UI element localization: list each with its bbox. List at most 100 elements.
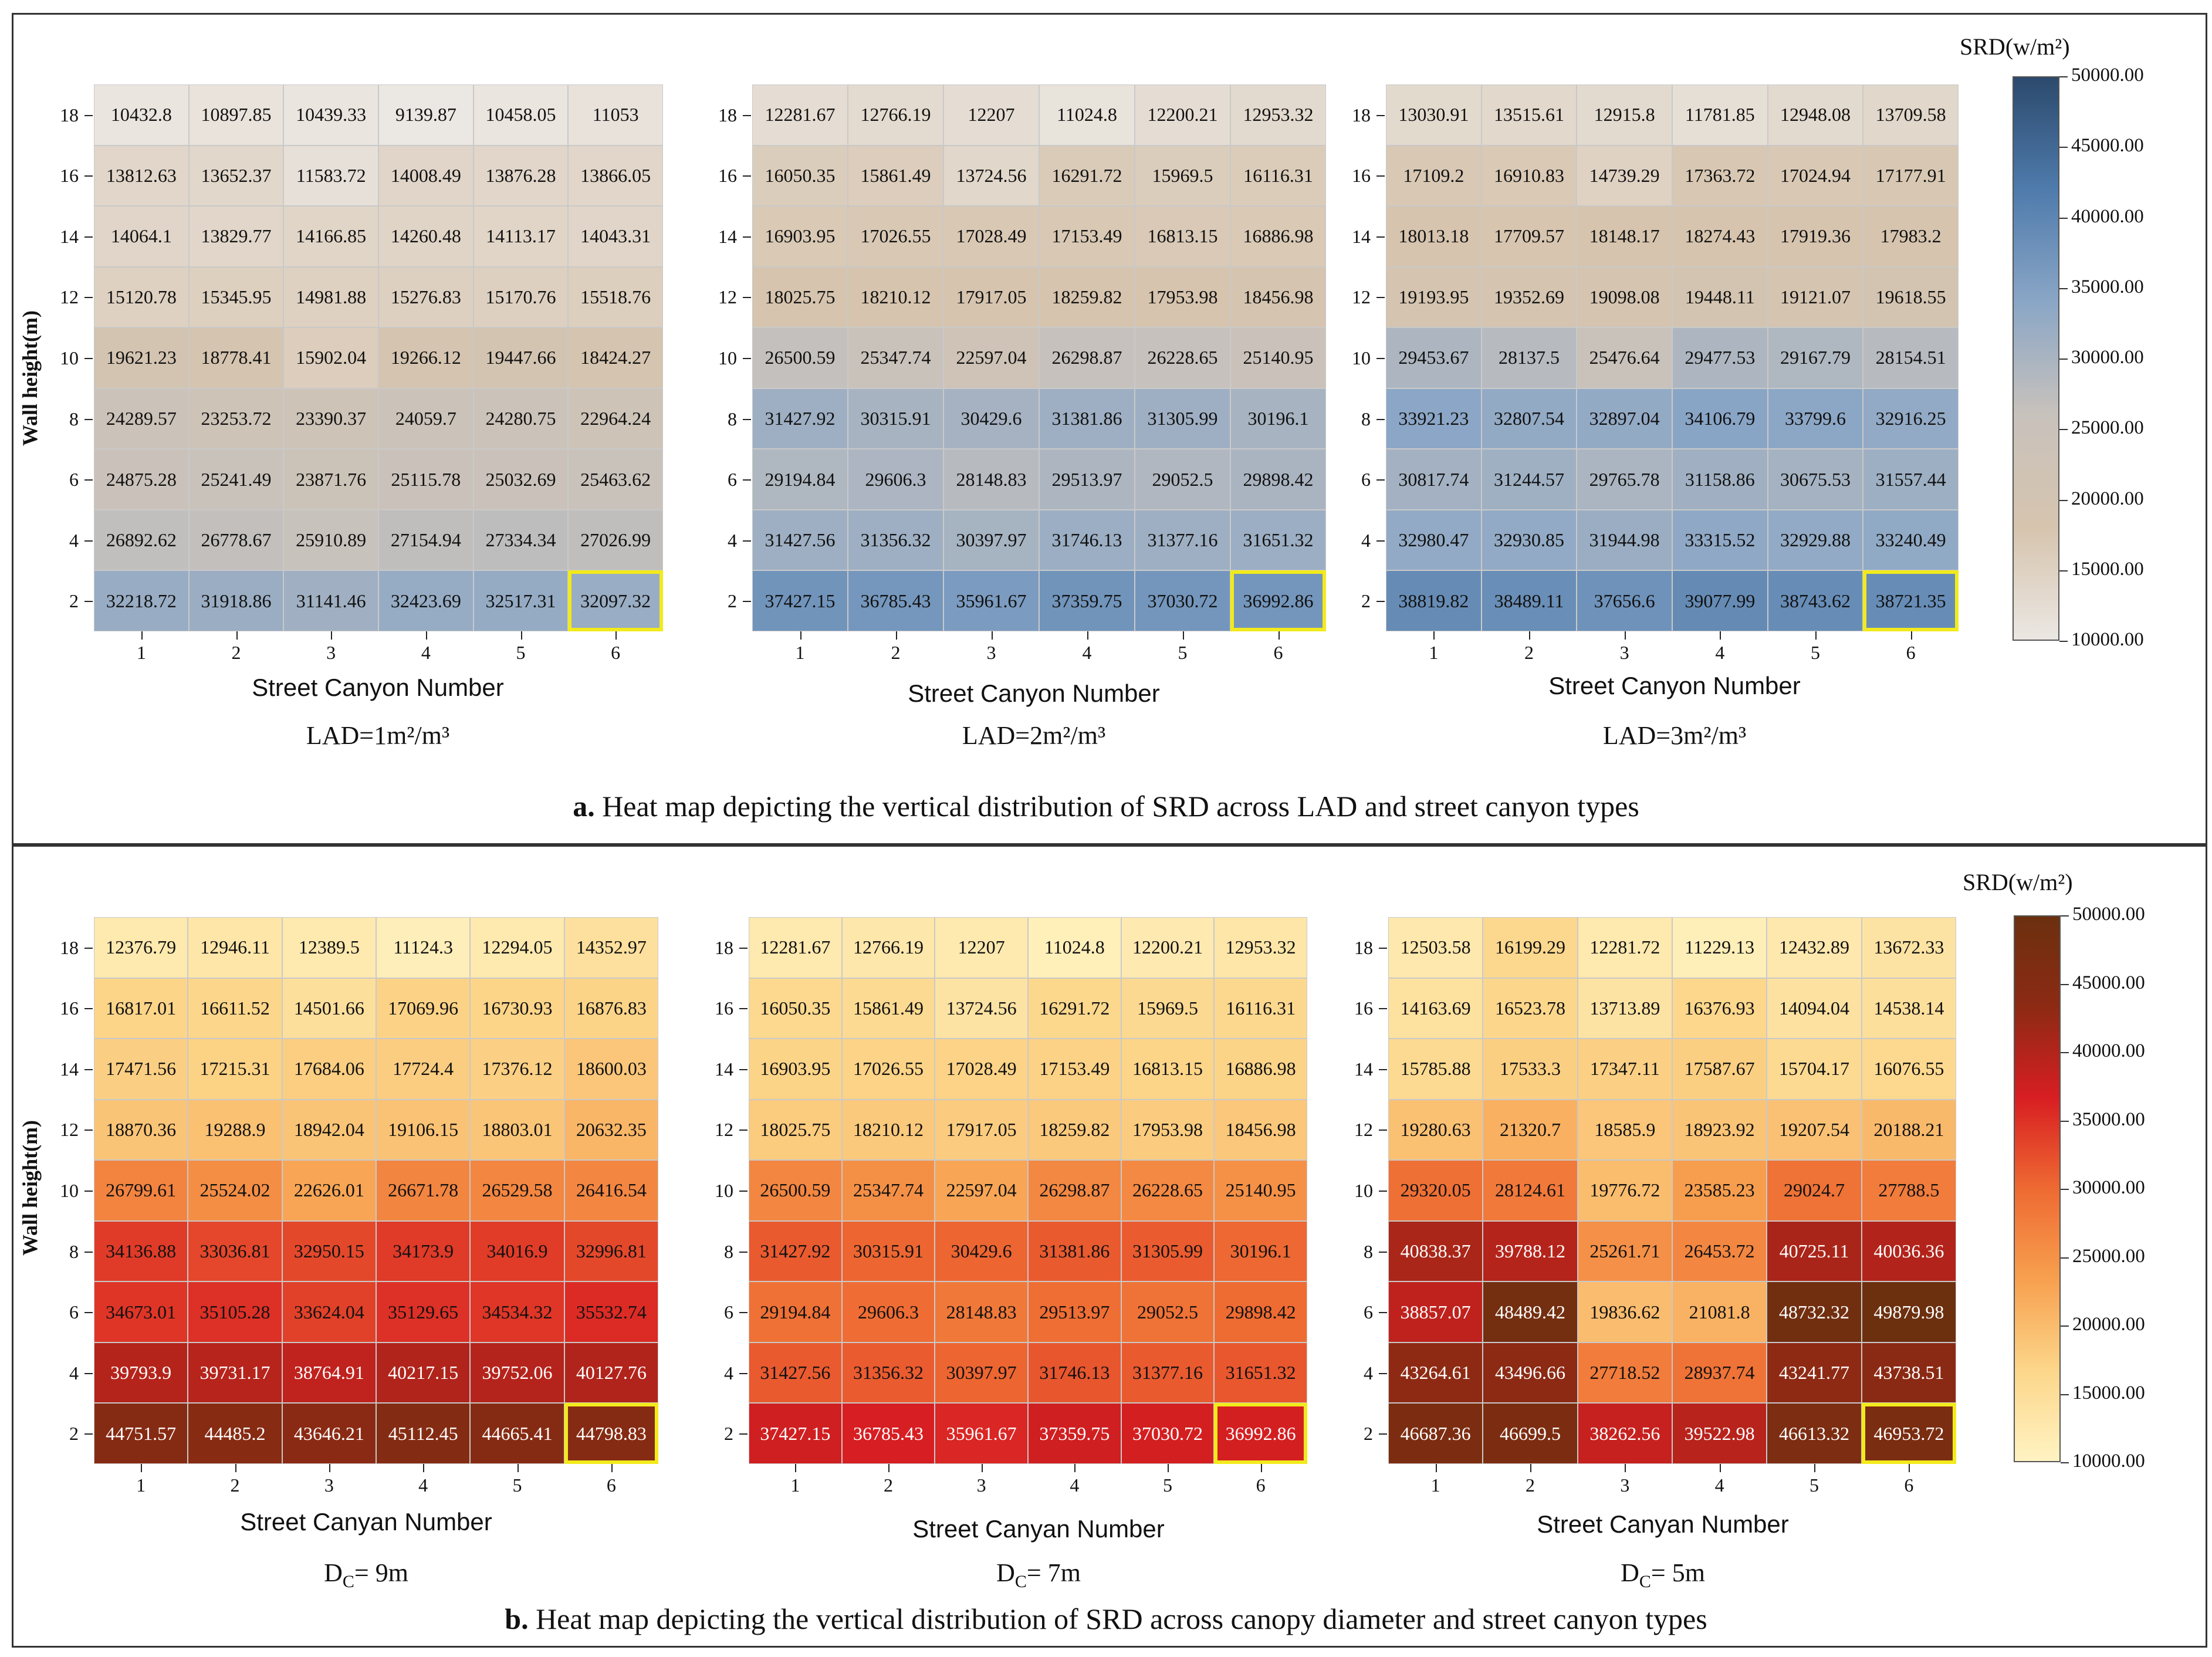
y-tick-mark	[1376, 114, 1385, 116]
heatmap-cell: 24875.28	[94, 449, 189, 510]
heatmap-cell: 12948.08	[1767, 84, 1863, 146]
heatmap-cell: 35105.28	[188, 1281, 282, 1342]
heatmap-cell: 18013.18	[1386, 206, 1482, 267]
heatmap-cell: 39522.98	[1672, 1403, 1767, 1464]
y-tick-label: 4	[1361, 529, 1371, 551]
heatmap-cell: 19280.63	[1388, 1099, 1483, 1161]
y-tick-label: 16	[60, 165, 79, 187]
heatmap-cell: 31305.99	[1121, 1220, 1215, 1282]
x-tick-mark	[1435, 1464, 1437, 1472]
heatmap-cell: 43264.61	[1388, 1342, 1483, 1404]
heatmap-cell: 32930.85	[1481, 509, 1577, 571]
heatmap-cell: 23253.72	[188, 388, 284, 449]
y-tick-mark	[1379, 1372, 1387, 1374]
heatmap-cell: 35961.67	[935, 1403, 1028, 1464]
y-tick-mark	[84, 1433, 93, 1435]
y-tick-mark	[1376, 540, 1385, 542]
x-tick-label: 1	[790, 1475, 800, 1496]
x-tick-mark	[888, 1464, 889, 1472]
heatmap-cell: 36992.86	[1230, 570, 1326, 631]
heatmap-cell: 18456.98	[1230, 266, 1326, 328]
heatmap-cell: 14352.97	[564, 917, 658, 978]
y-tick-mark	[1379, 1191, 1387, 1192]
heatmap-cell: 31356.32	[848, 509, 943, 571]
heatmap-cell: 28148.83	[943, 449, 1039, 510]
heatmap-cell: 49879.98	[1861, 1281, 1956, 1342]
heatmap-cell: 36785.43	[848, 570, 943, 631]
heatmap-cell: 16813.15	[1135, 206, 1230, 267]
heatmap-cell: 17024.94	[1767, 145, 1863, 207]
subplot-b2-caption-rest: = 7m	[1026, 1558, 1081, 1587]
heatmap-cell: 43496.66	[1483, 1342, 1578, 1404]
x-tick-mark	[331, 631, 333, 640]
heatmap-cell: 20632.35	[564, 1099, 658, 1161]
heatmap-cell: 14008.49	[378, 145, 473, 207]
heatmap-cell: 19106.15	[376, 1099, 471, 1161]
heatmap-cell: 16116.31	[1230, 145, 1326, 207]
colorbar-tick-mark	[2059, 76, 2068, 77]
heatmap-cell: 30196.1	[1214, 1220, 1307, 1282]
heatmap-cell: 28937.74	[1672, 1342, 1767, 1404]
y-tick-label: 12	[715, 1119, 733, 1141]
y-tick-mark	[1376, 297, 1385, 299]
y-tick-mark	[84, 1008, 93, 1010]
heatmap-cell: 13724.56	[935, 978, 1028, 1039]
heatmap-cell: 18274.43	[1672, 206, 1768, 267]
heatmap-b2: 12281.67 12766.19 12207 11024.8 12200.21 1295…	[749, 917, 1307, 1464]
heatmap-cell: 18025.75	[752, 266, 848, 328]
y-tick-mark	[743, 479, 751, 481]
heatmap-cell: 18424.27	[568, 327, 663, 388]
heatmap-cell: 17471.56	[94, 1039, 188, 1100]
y-tick-label: 12	[60, 1119, 79, 1141]
subplot-b1-caption-main: D	[324, 1558, 343, 1587]
x-tick-mark	[1625, 1464, 1626, 1472]
heatmap-cell: 24280.75	[473, 388, 569, 449]
colorbar-tick-label: 40000.00	[2072, 1040, 2145, 1061]
colorbar-tick-label: 35000.00	[2072, 1108, 2145, 1130]
heatmap-cell: 31557.44	[1863, 449, 1959, 510]
subplot-b2-caption-sub: C	[1014, 1571, 1027, 1591]
y-tick-label: 2	[724, 1423, 733, 1445]
x-tick-label: 4	[1082, 642, 1092, 663]
heatmap-cell: 31244.57	[1481, 449, 1577, 510]
heatmap-cell: 18210.12	[841, 1099, 935, 1161]
heatmap-cell: 15170.76	[473, 266, 569, 328]
heatmap-cell: 11024.8	[1028, 917, 1121, 978]
x-tick-mark	[1815, 631, 1817, 640]
subplot-a3-xlabel: Street Canyon Number	[1548, 672, 1801, 699]
heatmap-cell: 27154.94	[378, 509, 473, 571]
heatmap-cell: 35961.67	[943, 570, 1039, 631]
x-tick-label: 5	[1178, 642, 1188, 663]
y-tick-mark	[84, 1251, 93, 1253]
heatmap-cell: 31427.92	[749, 1220, 842, 1282]
heatmap-cell: 16813.15	[1121, 1039, 1215, 1100]
y-tick-mark	[84, 479, 93, 481]
subplot-b3-caption: DC= 5m	[1457, 1558, 1868, 1592]
x-tick-label: 1	[136, 1475, 146, 1496]
heatmap-cell: 11124.3	[376, 917, 471, 978]
heatmap-cell: 39788.12	[1483, 1220, 1578, 1282]
heatmap-cell: 12946.11	[188, 917, 282, 978]
heatmap-cell: 19193.95	[1386, 266, 1482, 328]
subplot-b3-caption-sub: C	[1639, 1571, 1651, 1591]
x-tick-mark	[981, 1464, 983, 1472]
x-tick-label: 3	[976, 1475, 986, 1496]
x-tick-label: 5	[512, 1475, 522, 1496]
heatmap-cell: 40838.37	[1388, 1220, 1483, 1282]
y-tick-mark	[1376, 601, 1385, 603]
heatmap-cell: 19288.9	[188, 1099, 282, 1161]
x-tick-mark	[1529, 631, 1530, 640]
heatmap-cell: 38819.82	[1386, 570, 1482, 631]
heatmap-cell: 37359.75	[1028, 1403, 1121, 1464]
x-tick-label: 2	[1526, 1475, 1535, 1496]
heatmap-cell: 14501.66	[282, 978, 376, 1039]
heatmap-cell: 30397.97	[935, 1342, 1028, 1404]
y-tick-mark	[84, 601, 93, 603]
heatmap-cell: 11583.72	[283, 145, 378, 207]
heatmap-cell: 15345.95	[188, 266, 284, 328]
heatmap-cell: 31944.98	[1577, 509, 1672, 571]
heatmap-cell: 46687.36	[1388, 1403, 1483, 1464]
y-tick-label: 4	[724, 1362, 733, 1384]
subplot-a2-xlabel: Street Canyon Number	[908, 679, 1160, 707]
y-tick-mark	[1379, 1312, 1387, 1314]
